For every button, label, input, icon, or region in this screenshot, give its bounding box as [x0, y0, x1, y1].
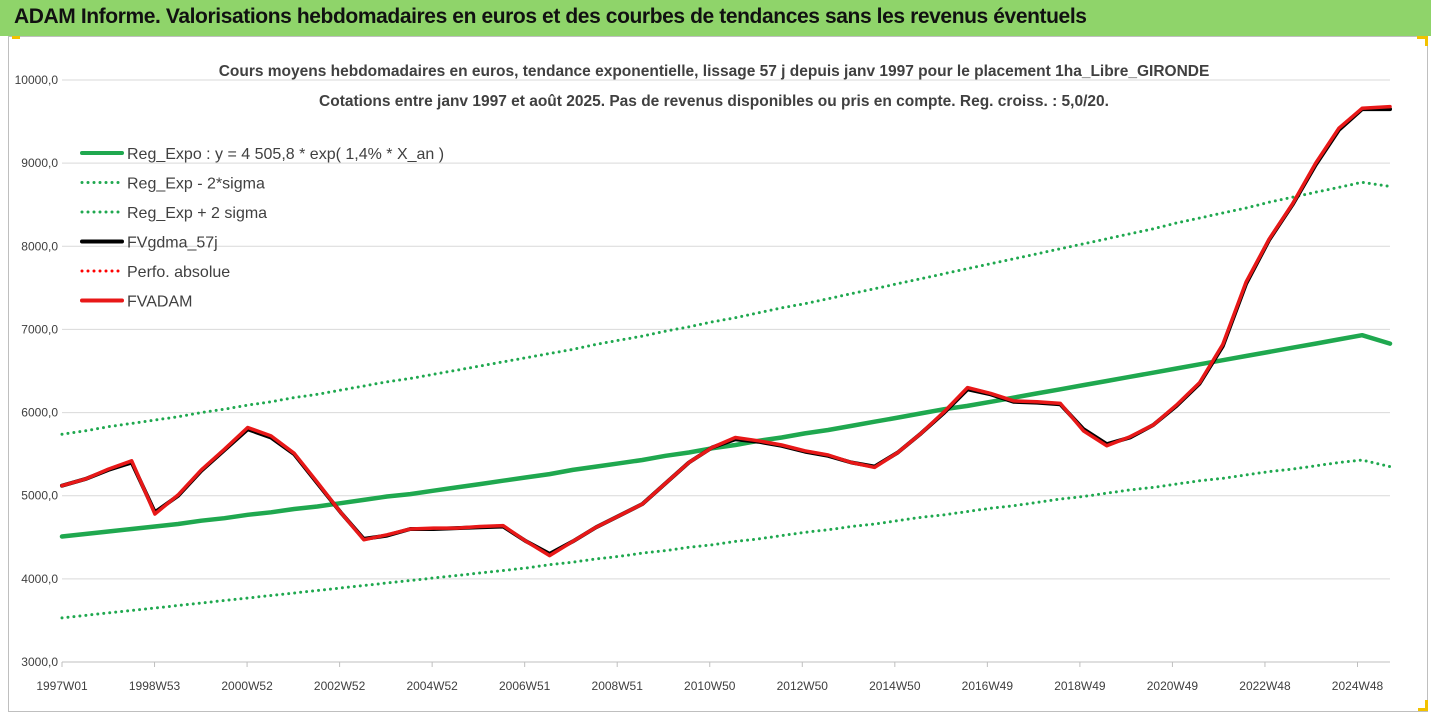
y-axis: 3000,0 4000,0 5000,0 6000,0 7000,0 8000,0 9000…: [15, 73, 59, 669]
x-tick-label: 1997W01: [36, 679, 88, 693]
legend-label: FVgdma_57j: [127, 235, 218, 252]
header-banner: ADAM Informe. Valorisations hebdomadaire…: [0, 0, 1431, 36]
y-tick-label: 4000,0: [21, 572, 58, 586]
corner-marker: [12, 36, 20, 39]
legend-label: Reg_Expo : y = 4 505,8 * exp( 1,4% * X_a…: [127, 146, 444, 163]
x-tick-label: 2022W48: [1239, 679, 1291, 693]
x-tick-label: 2002W52: [314, 679, 366, 693]
corner-marker: [1418, 708, 1428, 711]
chart-title: Cours moyens hebdomadaires en euros, ten…: [219, 63, 1210, 80]
corner-marker: [1425, 700, 1428, 710]
y-tick-label: 5000,0: [21, 489, 58, 503]
x-tick-label: 2010W50: [684, 679, 736, 693]
x-tick-label: 2000W52: [221, 679, 273, 693]
chart-frame: [8, 36, 1428, 712]
x-tick-label: 2012W50: [777, 679, 829, 693]
x-tick-label: 2020W49: [1147, 679, 1199, 693]
x-tick-label: 2018W49: [1054, 679, 1106, 693]
series-lines: [59, 104, 1393, 620]
y-tick-label: 6000,0: [21, 406, 58, 420]
corner-marker: [1425, 36, 1428, 46]
legend-label: Reg_Exp - 2*sigma: [127, 176, 265, 193]
corner-marker: [1417, 36, 1427, 39]
grid-lines: [62, 79, 1390, 663]
legend-label: Reg_Exp + 2 sigma: [127, 205, 267, 222]
x-axis: 1997W01 1998W53 2000W52 2002W52 2004W52 2006W…: [36, 661, 1390, 693]
series-line: [60, 180, 1392, 436]
x-tick-label: 2014W50: [869, 679, 921, 693]
series-line: [60, 104, 1392, 558]
chart-subtitle: Cotations entre janv 1997 et août 2025. …: [319, 93, 1109, 110]
legend: Reg_Expo : y = 4 505,8 * exp( 1,4% * X_a…: [80, 146, 444, 311]
series-line: [59, 332, 1393, 539]
legend-label: FVADAM: [127, 294, 192, 311]
x-tick-label: 2004W52: [406, 679, 458, 693]
y-tick-label: 10000,0: [15, 73, 59, 87]
x-tick-label: 2006W51: [499, 679, 551, 693]
x-tick-label: 2024W48: [1332, 679, 1384, 693]
series-line: [60, 458, 1392, 620]
series-line: [60, 105, 1392, 558]
legend-label: Perfo. absolue: [127, 264, 230, 281]
x-tick-label: 2008W51: [592, 679, 644, 693]
y-tick-label: 7000,0: [21, 322, 58, 336]
y-tick-label: 3000,0: [21, 655, 58, 669]
y-tick-label: 8000,0: [21, 239, 58, 253]
banner-title: ADAM Informe. Valorisations hebdomadaire…: [14, 5, 1087, 28]
y-tick-label: 9000,0: [21, 156, 58, 170]
x-tick-label: 1998W53: [129, 679, 181, 693]
x-tick-label: 2016W49: [962, 679, 1014, 693]
